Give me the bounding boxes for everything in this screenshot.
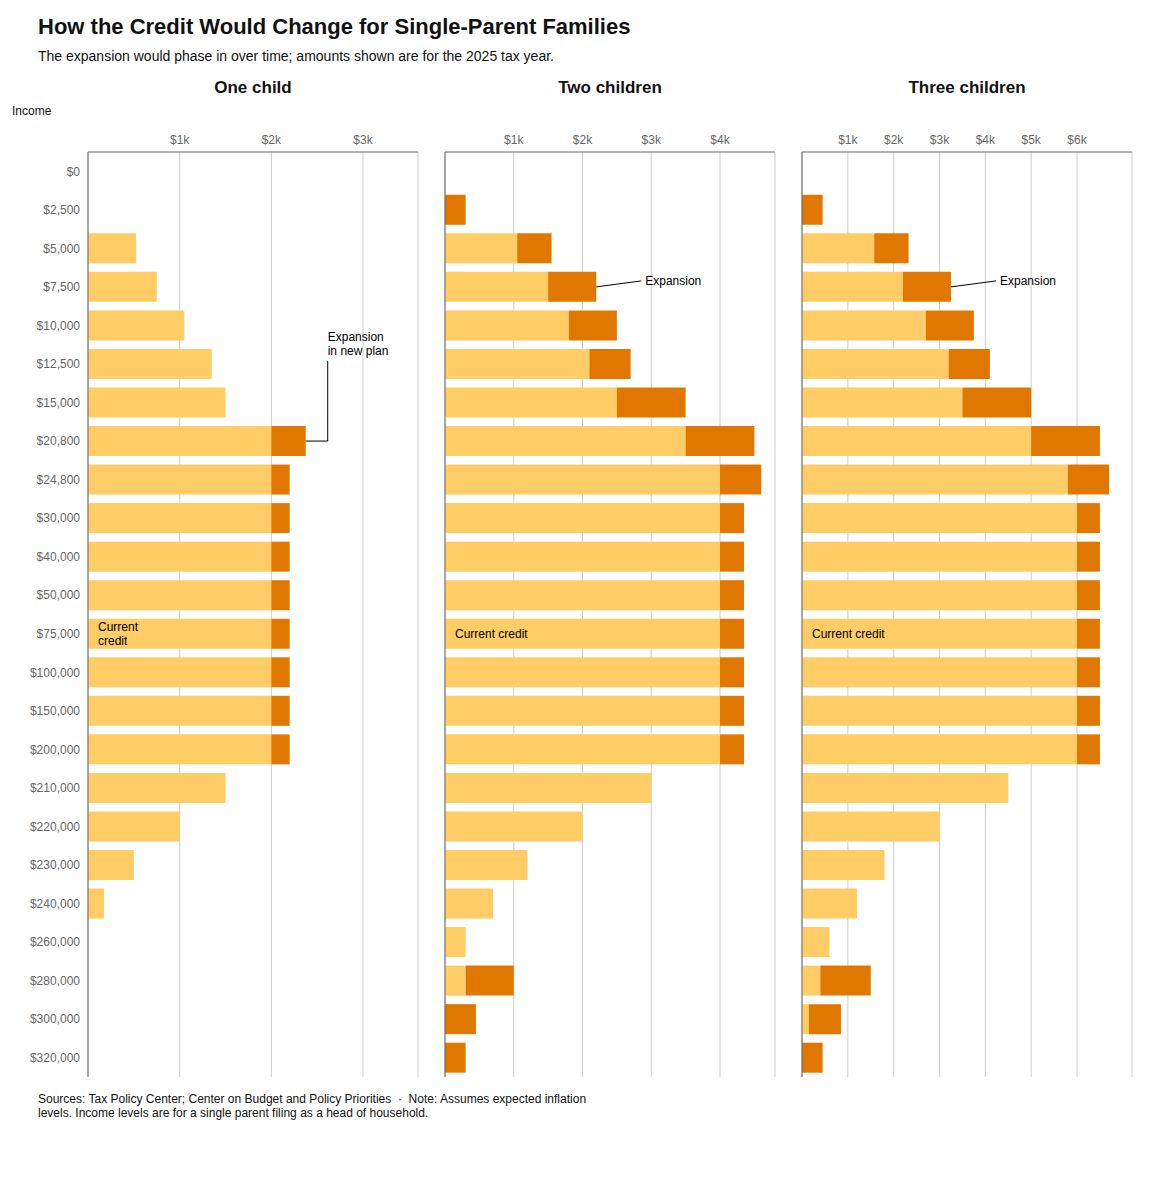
svg-text:$280,000: $280,000 — [30, 974, 80, 988]
svg-text:$15,000: $15,000 — [37, 396, 81, 410]
svg-text:$1k: $1k — [838, 133, 858, 147]
svg-text:$4k: $4k — [710, 133, 730, 147]
svg-text:Current credit: Current credit — [812, 627, 885, 641]
svg-text:$200,000: $200,000 — [30, 743, 80, 757]
svg-text:$240,000: $240,000 — [30, 897, 80, 911]
html-text:Income: Income — [12, 104, 52, 118]
svg-text:$230,000: $230,000 — [30, 858, 80, 872]
html-text:The expansion would phase in o: The expansion would phase in over time; … — [38, 48, 554, 64]
svg-text:$3k: $3k — [642, 133, 662, 147]
svg-text:Expansionin new plan: Expansionin new plan — [328, 330, 389, 358]
svg-text:$7,500: $7,500 — [43, 280, 80, 294]
svg-text:Expansion: Expansion — [1000, 274, 1056, 288]
svg-text:$2,500: $2,500 — [43, 203, 80, 217]
svg-text:$260,000: $260,000 — [30, 935, 80, 949]
svg-text:$3k: $3k — [930, 133, 950, 147]
svg-text:$4k: $4k — [976, 133, 996, 147]
svg-text:$2k: $2k — [262, 133, 282, 147]
svg-text:Current credit: Current credit — [455, 627, 528, 641]
svg-text:$320,000: $320,000 — [30, 1051, 80, 1065]
svg-text:$40,000: $40,000 — [37, 550, 81, 564]
svg-text:$1k: $1k — [170, 133, 190, 147]
svg-text:$210,000: $210,000 — [30, 781, 80, 795]
svg-text:$10,000: $10,000 — [37, 319, 81, 333]
svg-text:$24,800: $24,800 — [37, 473, 81, 487]
html-text:One child: One child — [214, 78, 292, 97]
svg-text:Expansion: Expansion — [645, 274, 701, 288]
svg-text:$0: $0 — [67, 165, 81, 179]
html-text:Three children: Three children — [908, 78, 1026, 97]
svg-text:$1k: $1k — [504, 133, 524, 147]
svg-text:$100,000: $100,000 — [30, 666, 80, 680]
svg-text:Currentcredit: Currentcredit — [98, 620, 139, 648]
html-text:Two children: Two children — [558, 78, 662, 97]
html-text:How the Credit Would Change fo: How the Credit Would Change for Single-P… — [38, 14, 631, 39]
svg-text:$12,500: $12,500 — [37, 357, 81, 371]
svg-text:$2k: $2k — [573, 133, 593, 147]
svg-text:$50,000: $50,000 — [37, 588, 81, 602]
svg-text:$5k: $5k — [1021, 133, 1041, 147]
svg-text:$5,000: $5,000 — [43, 242, 80, 256]
svg-text:$150,000: $150,000 — [30, 704, 80, 718]
svg-text:$3k: $3k — [353, 133, 373, 147]
svg-text:$220,000: $220,000 — [30, 820, 80, 834]
svg-text:$6k: $6k — [1067, 133, 1087, 147]
svg-text:$20,800: $20,800 — [37, 434, 81, 448]
svg-text:$75,000: $75,000 — [37, 627, 81, 641]
svg-text:$30,000: $30,000 — [37, 511, 81, 525]
html-text:Sources: Tax Policy Center; Ce: Sources: Tax Policy Center; Center on Bu… — [38, 1092, 587, 1120]
svg-text:$300,000: $300,000 — [30, 1012, 80, 1026]
svg-text:$2k: $2k — [884, 133, 904, 147]
